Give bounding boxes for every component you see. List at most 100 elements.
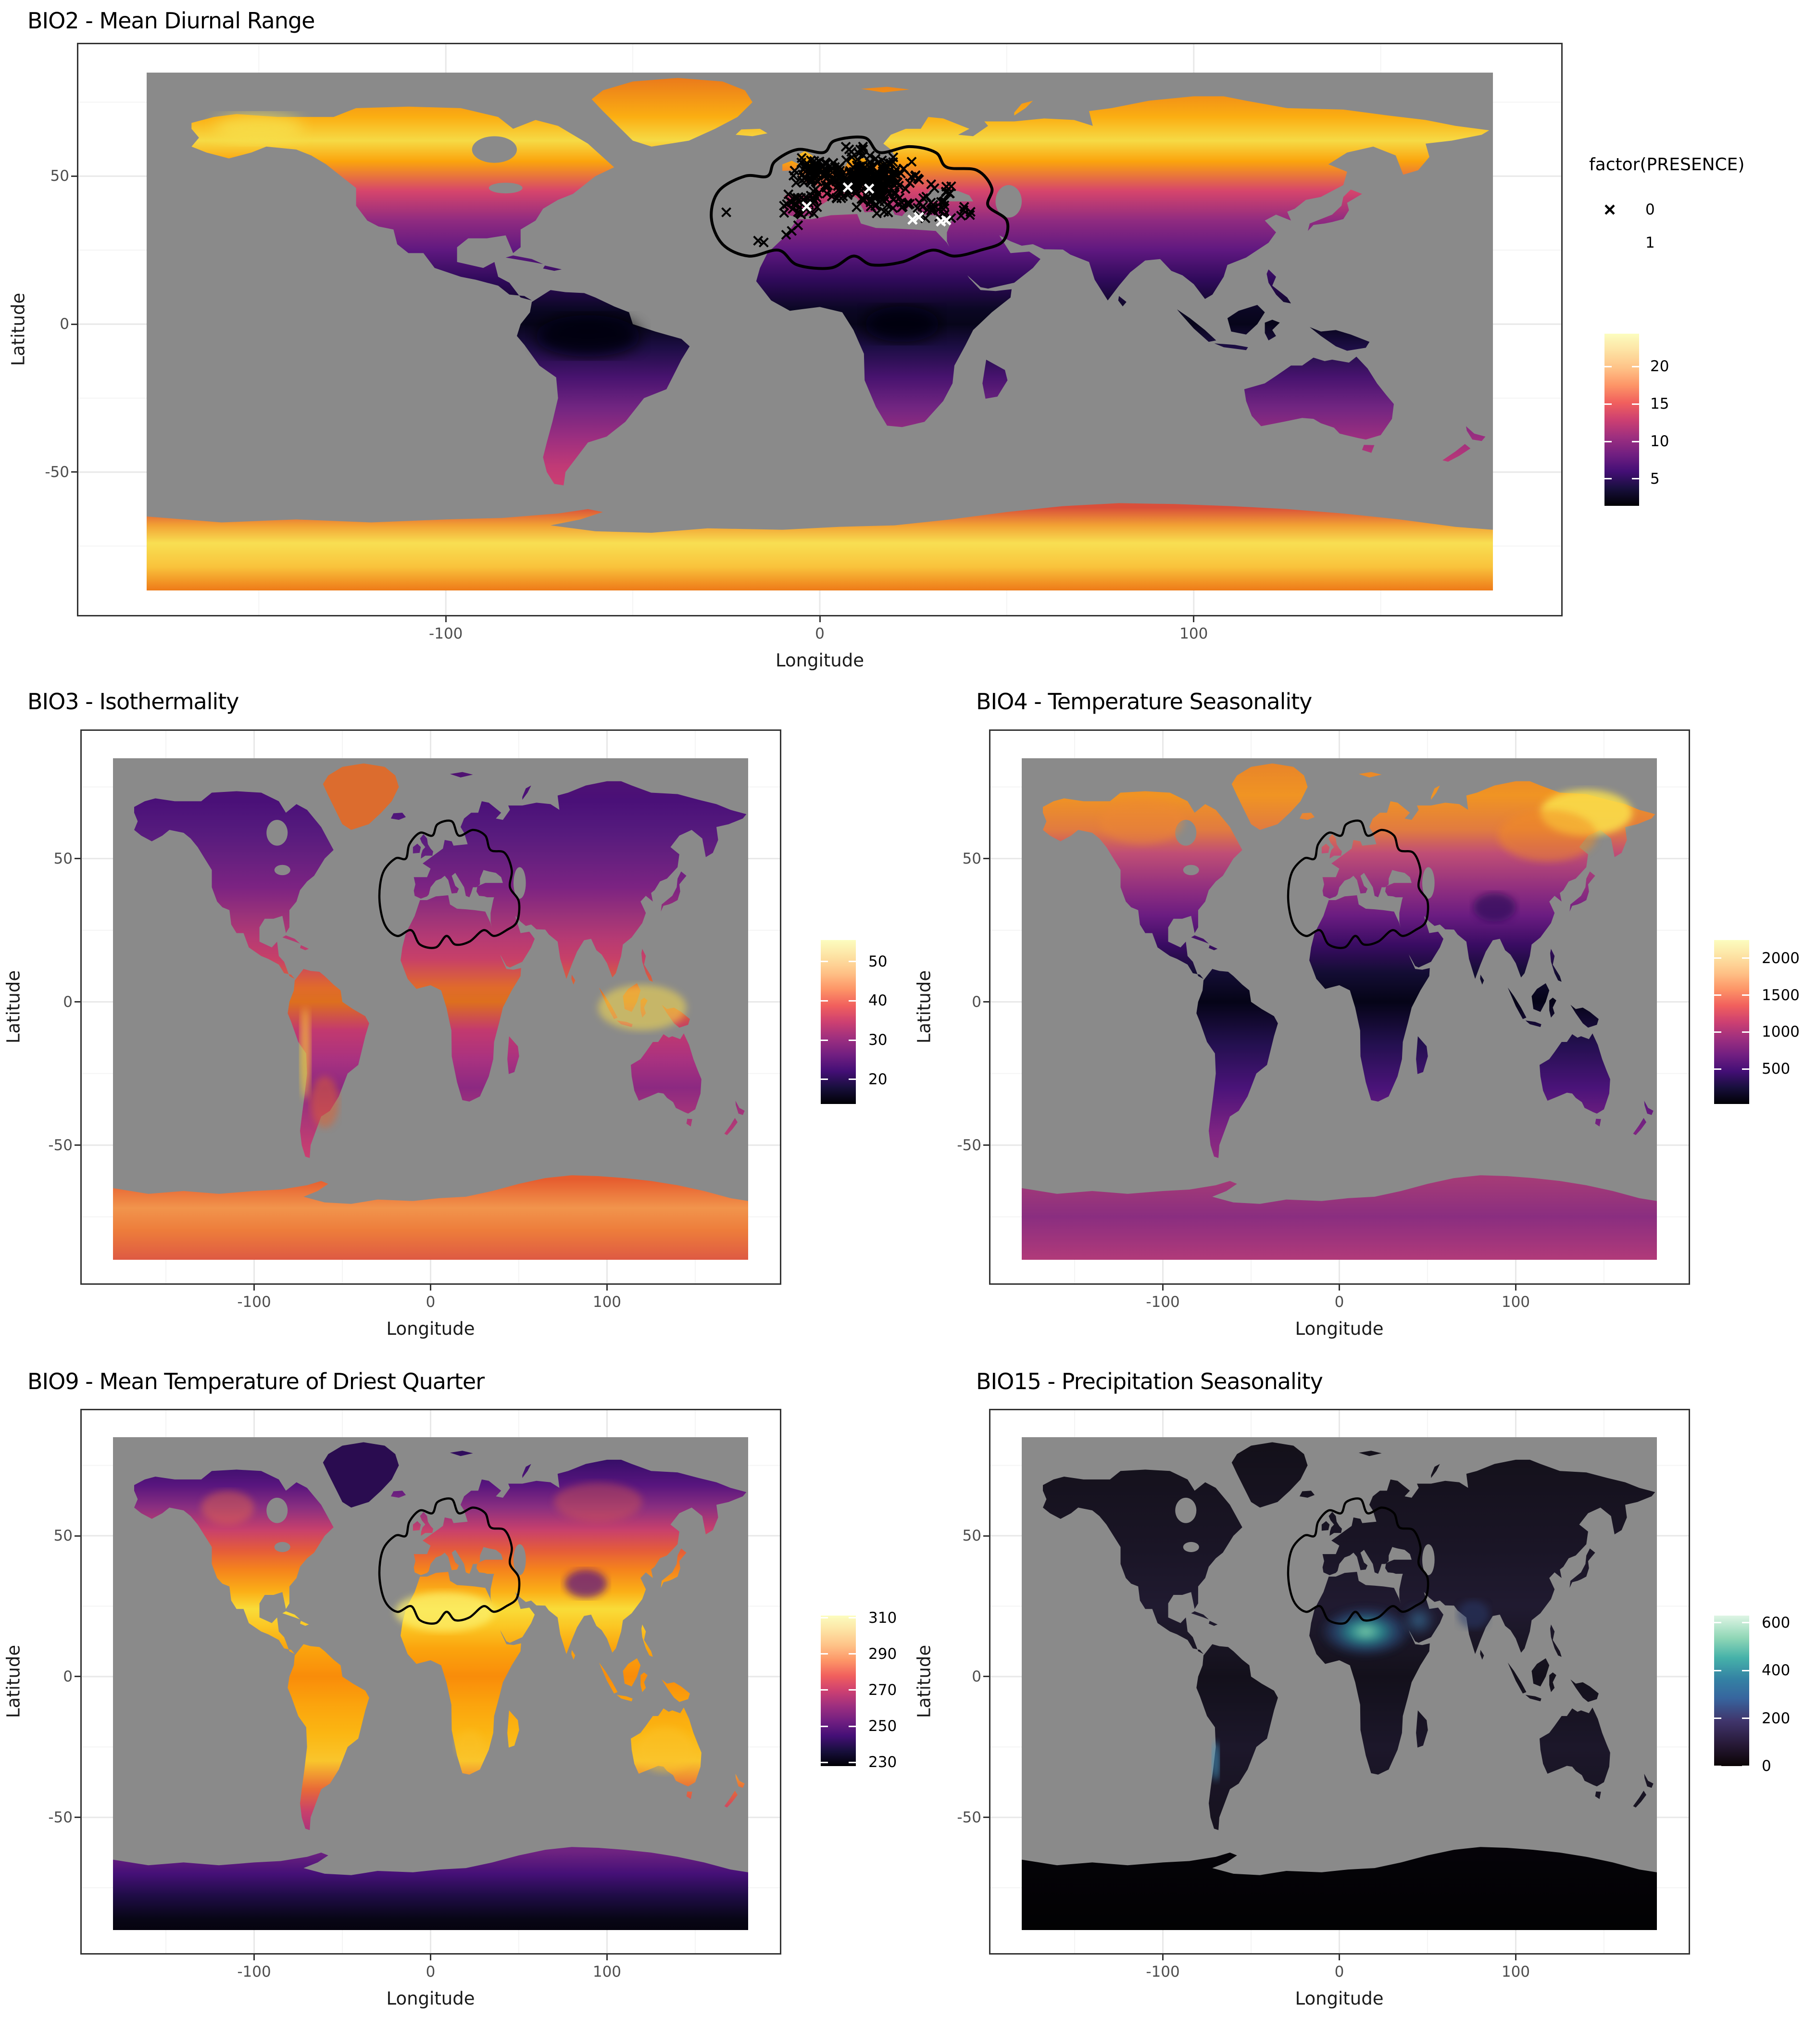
landmass-nzs (724, 1791, 738, 1808)
landmass-sv (1358, 772, 1382, 777)
landmass-sv (450, 772, 473, 777)
colorbar-tick (1714, 1031, 1721, 1033)
landmass-green (323, 763, 399, 830)
landmass-sv (450, 1451, 473, 1456)
raster-bio15 (1022, 1437, 1657, 1930)
colorbar-label: 2000 (1762, 949, 1800, 967)
plot-title-bio9: BIO9 - Mean Temperature of Driest Quarte… (27, 1368, 485, 1394)
landmass-ic (1299, 1491, 1315, 1498)
landmass-af (401, 895, 521, 1102)
landmass-jp (661, 1548, 687, 1588)
colorbar-tick (849, 1725, 856, 1727)
landmass-sum (1177, 309, 1216, 342)
colorbar-tick (1604, 440, 1612, 442)
landmass-lk (1118, 296, 1127, 307)
colorbar-tick (821, 961, 828, 963)
colorbar-tick (1714, 1068, 1721, 1070)
landmass-uk (420, 834, 433, 859)
x-tick-mark (445, 616, 447, 622)
landmass-au (1244, 356, 1394, 440)
landmass-nzs (1633, 1791, 1646, 1808)
x-tick-mark (606, 1285, 608, 1291)
plot-title-bio15: BIO15 - Precipitation Seasonality (976, 1368, 1323, 1394)
colorbar-label: 15 (1650, 395, 1669, 413)
y-tick-mark (983, 1676, 989, 1678)
landmass-green (591, 78, 752, 147)
x-tick-mark (430, 1285, 431, 1291)
colorbar-tick (821, 1725, 828, 1727)
landmass-ie (1321, 843, 1330, 853)
landmass-lk (1480, 975, 1484, 985)
y-tick-mark (983, 1535, 989, 1537)
landmass-sul (1549, 997, 1556, 1018)
colorbar-tick (1714, 1765, 1721, 1767)
landmass-uk (420, 1512, 433, 1536)
landmass-sa (288, 1644, 369, 1831)
landmass-cu (1191, 1611, 1209, 1619)
colorbar-tick (821, 1761, 828, 1763)
colorbar-tick (821, 1039, 828, 1041)
x-tick-mark (606, 1955, 608, 1960)
landmass-tas (1362, 445, 1375, 453)
colorbar-tick (1742, 957, 1749, 959)
y-tick-label: 0 (60, 315, 69, 333)
landmass-png (1309, 327, 1370, 351)
y-tick-mark (75, 1535, 80, 1537)
colorbar-label: 290 (868, 1645, 897, 1663)
colorbar-tick (849, 1761, 856, 1763)
landmass-au (1540, 1033, 1610, 1114)
landmass-au (631, 1033, 702, 1114)
x-tick-mark (253, 1955, 255, 1960)
x-axis-title-bio3: Longitude (386, 1318, 475, 1339)
colorbar-tick (821, 1617, 828, 1619)
x-axis-title-bio4: Longitude (1295, 1318, 1384, 1339)
colorbar-bio3 (821, 940, 856, 1104)
x-tick-label: -100 (237, 1963, 271, 1981)
landmass-mad (982, 360, 1008, 399)
y-tick-label: -50 (957, 1808, 981, 1826)
colorbar-tick (1742, 994, 1749, 996)
colorbar-label: 0 (1762, 1757, 1771, 1775)
colorbar-label: 1500 (1762, 986, 1800, 1004)
landmass-cu (282, 935, 300, 944)
landmass-green (1231, 1442, 1308, 1508)
y-tick-mark (71, 323, 77, 325)
landmass-ic (390, 1491, 406, 1498)
landmass-green (323, 1442, 399, 1508)
landmass-png (662, 1679, 690, 1702)
landmass-bor (1531, 983, 1550, 1012)
y-tick-mark (71, 175, 77, 177)
colorbar-bio4 (1714, 940, 1749, 1104)
y-tick-label: 0 (63, 1668, 73, 1685)
landmass-hi (543, 265, 562, 271)
landmass-png (1570, 1679, 1599, 1702)
landmass-ph (641, 1624, 653, 1657)
raster-bio9 (113, 1437, 748, 1930)
landmass-uk (1328, 834, 1342, 859)
landmass-sum (1507, 1662, 1527, 1693)
colorbar-tick (821, 1689, 828, 1691)
x-tick-label: 0 (815, 625, 825, 642)
landmass-nz1 (1431, 1464, 1440, 1478)
study-region-outline (1287, 819, 1429, 949)
raster-bio3 (113, 758, 748, 1260)
points-legend-label-1: 1 (1645, 234, 1655, 251)
colorbar-tick (1714, 994, 1721, 996)
landmass-sum (599, 1662, 618, 1693)
y-axis-title-bio4: Latitude (914, 970, 935, 1044)
landmass-af (1309, 895, 1430, 1102)
colorbar-tick (849, 1653, 856, 1655)
colorbar-tick (821, 1000, 828, 1002)
landmass-nzn (735, 1101, 745, 1115)
raster-bio2 (147, 73, 1493, 590)
study-region-outline (378, 819, 521, 949)
x-tick-mark (1339, 1955, 1340, 1960)
x-axis-title-bio2: Longitude (775, 650, 865, 671)
map-panel-bio9 (80, 1409, 781, 1955)
landmass-nzs (1633, 1118, 1646, 1135)
landmass-ant (147, 503, 1493, 590)
y-tick-label: -50 (957, 1136, 981, 1154)
landmass-ic (390, 813, 406, 820)
x-tick-label: 100 (1501, 1963, 1530, 1981)
